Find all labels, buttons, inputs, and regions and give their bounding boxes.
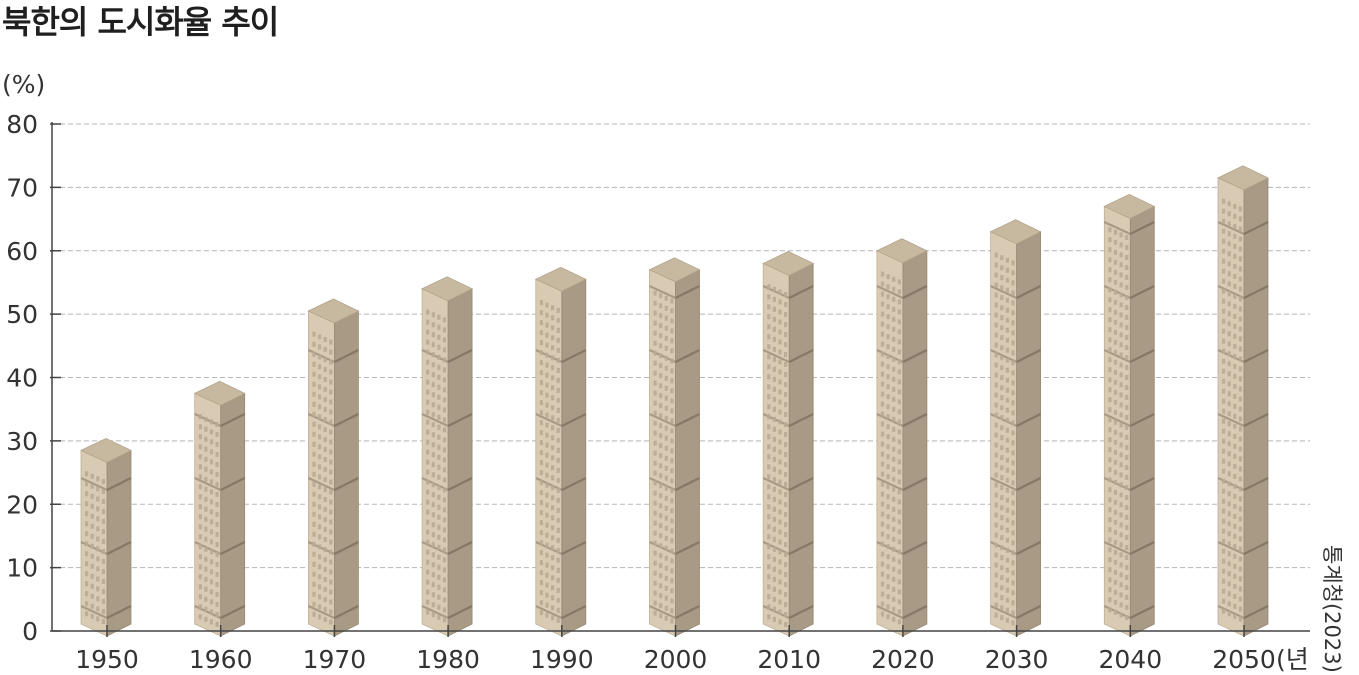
y-tick-label: 40 bbox=[6, 364, 38, 393]
y-tick-label: 30 bbox=[6, 427, 38, 456]
source-label: 통계청(2023) bbox=[1320, 545, 1344, 673]
x-tick-label: 2050 bbox=[1212, 645, 1276, 674]
x-tick-label: 1990 bbox=[530, 645, 594, 674]
bar-1970 bbox=[307, 298, 360, 637]
x-tick-label: 2040 bbox=[1098, 645, 1162, 674]
bar-2020 bbox=[875, 238, 928, 637]
x-tick-label: 1950 bbox=[75, 645, 139, 674]
x-tick-label: 1980 bbox=[416, 645, 480, 674]
x-tick-label: 1960 bbox=[189, 645, 253, 674]
bar-2010 bbox=[762, 250, 815, 637]
y-axis-ticks: 0 10 20 30 40 50 60 70 80 bbox=[6, 110, 61, 646]
bar-1990 bbox=[534, 266, 587, 637]
x-axis-ticks: 1950 1960 1970 1980 1990 2000 2010 2020 2030 2040… bbox=[75, 625, 1310, 674]
x-tick-label: 2000 bbox=[644, 645, 708, 674]
bar-1980 bbox=[421, 276, 474, 637]
y-tick-label: 60 bbox=[6, 237, 38, 266]
bars bbox=[80, 165, 1269, 637]
y-tick-label: 0 bbox=[22, 617, 38, 646]
y-axis-unit-label: (%) bbox=[2, 70, 46, 99]
x-tick-label: 2030 bbox=[985, 645, 1049, 674]
bar-2030 bbox=[989, 219, 1042, 637]
y-tick-label: 20 bbox=[6, 490, 38, 519]
x-tick-label: 2010 bbox=[757, 645, 821, 674]
bar-1950 bbox=[80, 437, 132, 637]
y-tick-label: 50 bbox=[6, 300, 38, 329]
bar-2000 bbox=[648, 257, 701, 637]
chart-title: 북한의 도시화율 추이 bbox=[2, 3, 279, 41]
axes bbox=[51, 122, 1310, 632]
x-tick-label: 2020 bbox=[871, 645, 935, 674]
y-tick-label: 70 bbox=[6, 173, 38, 202]
x-axis-unit-label: (년) bbox=[1276, 645, 1310, 674]
y-tick-label: 10 bbox=[6, 554, 38, 583]
source-note: 통계청(2023) bbox=[1314, 545, 1354, 675]
bar-2040 bbox=[1103, 193, 1156, 637]
y-tick-label: 80 bbox=[6, 110, 38, 139]
bar-2050 bbox=[1217, 165, 1269, 637]
bar-1960 bbox=[193, 380, 246, 637]
x-tick-label: 1970 bbox=[303, 645, 367, 674]
